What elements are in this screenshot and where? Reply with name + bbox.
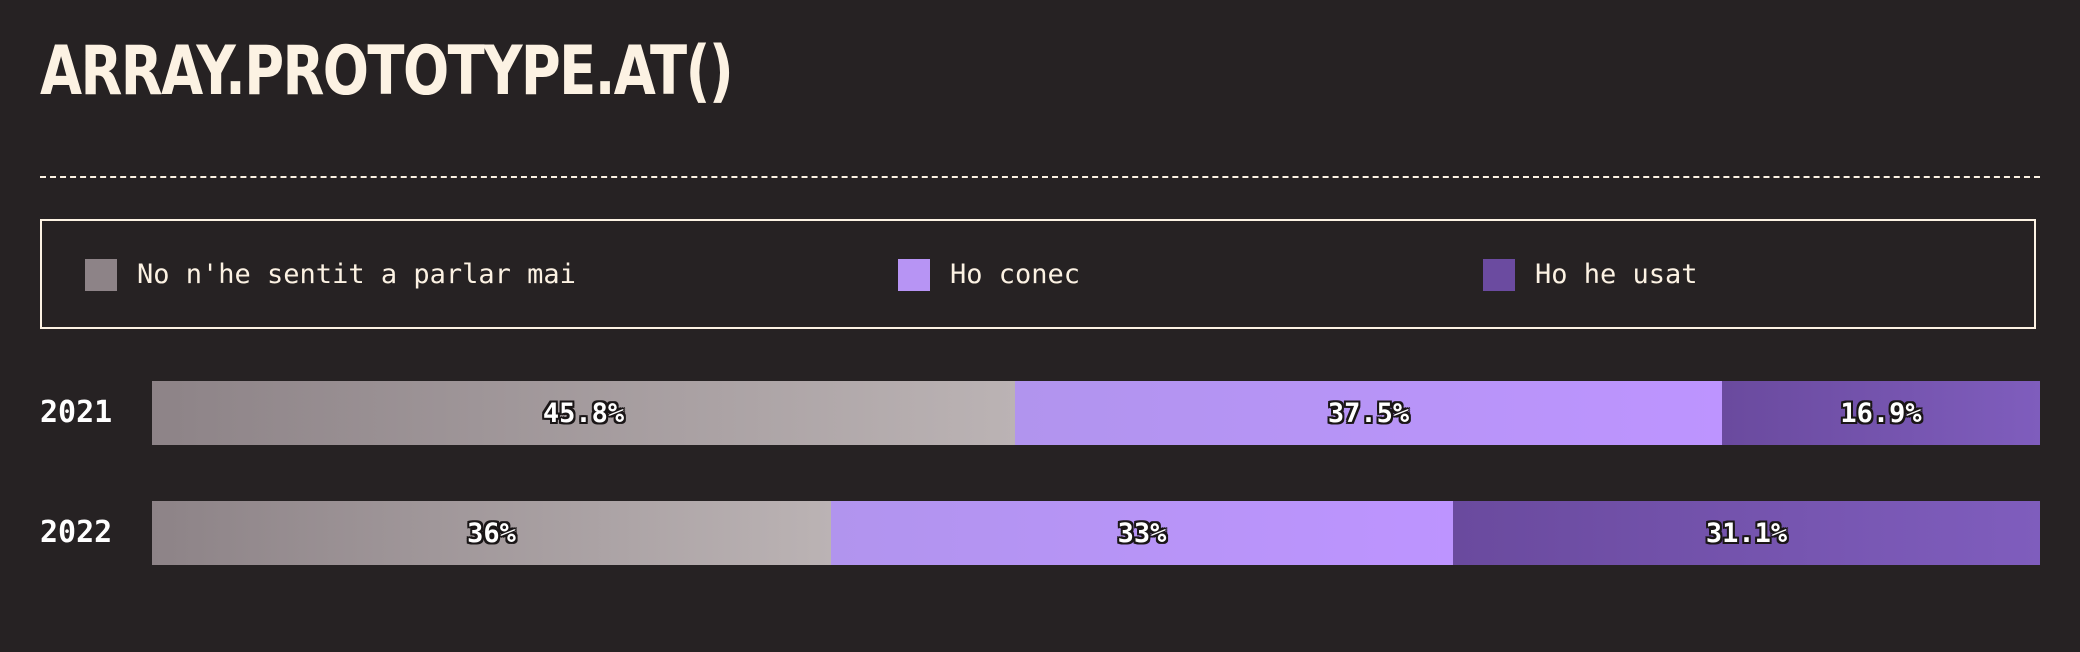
bar-value-label: 36% — [467, 517, 516, 549]
bar-segment-know-it: 37.5% — [1015, 381, 1722, 445]
bar-segment-never-heard: 45.8% — [152, 381, 1015, 445]
bar-segment-know-it: 33% — [831, 501, 1453, 565]
bar-value-label: 37.5% — [1327, 397, 1410, 429]
title-divider — [40, 176, 2040, 178]
legend-swatch-used-it — [1483, 259, 1515, 291]
bar-value-label: 31.1% — [1705, 517, 1788, 549]
row-label-2022: 2022 — [40, 515, 113, 550]
bar-value-label: 16.9% — [1840, 397, 1922, 429]
legend-label-used-it: Ho he usat — [1535, 259, 1698, 290]
legend-swatch-know-it — [898, 259, 930, 291]
legend-label-know-it: Ho conec — [950, 259, 1081, 290]
bar-segment-never-heard: 36% — [152, 501, 831, 565]
bar-row-2021: 45.8% 37.5% 16.9% — [152, 381, 2040, 445]
bar-value-label: 33% — [1117, 517, 1167, 549]
bar-segment-used-it: 31.1% — [1453, 501, 2040, 565]
bar-value-label: 45.8% — [542, 397, 625, 429]
chart-title: ARRAY.PROTOTYPE.AT() — [40, 32, 734, 111]
bar-row-2022: 36% 33% 31.1% — [152, 501, 2040, 565]
legend-label-never-heard: No n'he sentit a parlar mai — [137, 259, 576, 290]
legend: No n'he sentit a parlar mai Ho conec Ho … — [40, 219, 2036, 329]
row-label-2021: 2021 — [40, 395, 113, 430]
legend-swatch-never-heard — [85, 259, 117, 291]
bar-segment-used-it: 16.9% — [1722, 381, 2040, 445]
